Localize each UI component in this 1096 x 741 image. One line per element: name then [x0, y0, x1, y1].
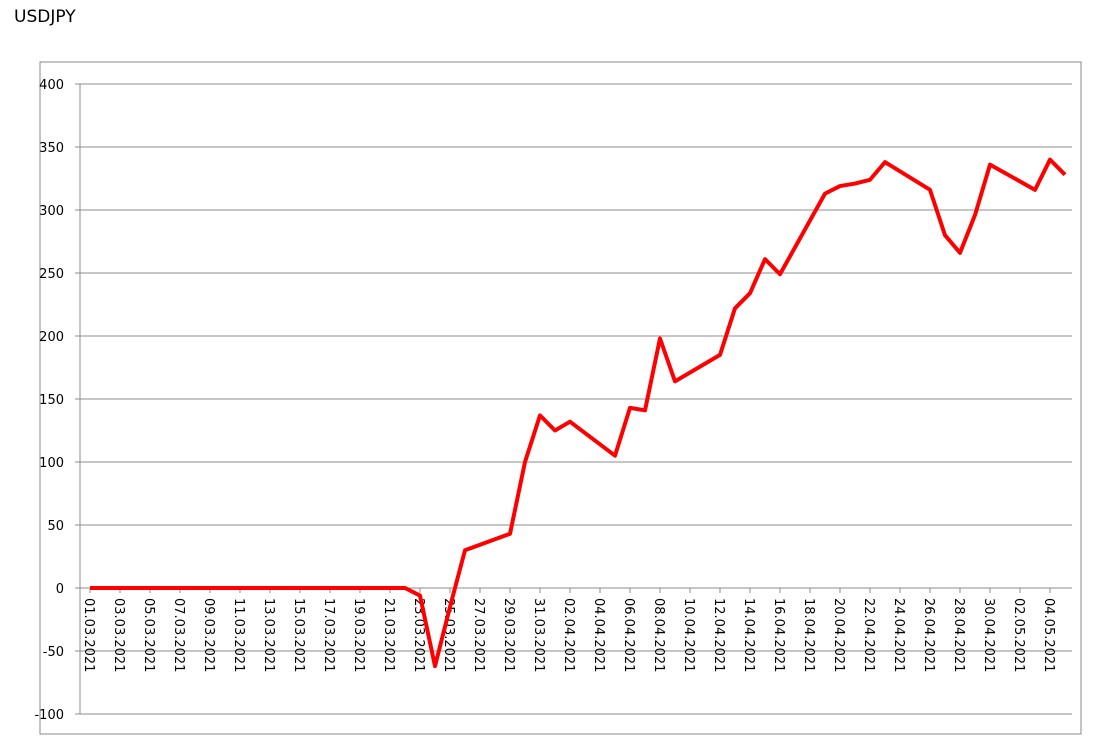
x-tick-label: 28.04.2021 — [951, 598, 966, 672]
x-tick-label: 20.04.2021 — [831, 598, 846, 672]
x-tick-label: 04.04.2021 — [591, 598, 606, 672]
x-tick-label: 30.04.2021 — [981, 598, 996, 672]
line-series — [90, 157, 1067, 669]
chart-title: USDJPY — [14, 7, 76, 27]
x-tick-label: 12.04.2021 — [711, 598, 726, 672]
x-tick-label: 08.04.2021 — [651, 598, 666, 672]
x-tick-label: 27.03.2021 — [471, 598, 486, 672]
x-tick-label: 26.04.2021 — [921, 598, 936, 672]
x-tick-label: 29.03.2021 — [501, 598, 516, 672]
y-tick-label: 300 — [39, 204, 64, 219]
y-tick-label: 350 — [39, 141, 64, 156]
y-tick-label: -50 — [43, 645, 64, 660]
x-tick-label: 21.03.2021 — [381, 598, 396, 672]
x-tick-label: 23.03.2021 — [411, 598, 426, 672]
x-tick-label: 15.03.2021 — [291, 598, 306, 672]
x-tick-label: 18.04.2021 — [801, 598, 816, 672]
x-tick-label: 07.03.2021 — [171, 598, 186, 672]
x-tick-label: 14.04.2021 — [741, 598, 756, 672]
x-tick-label: 16.04.2021 — [771, 598, 786, 672]
y-tick-label: 100 — [39, 456, 64, 471]
y-tick-label: 50 — [47, 519, 64, 534]
y-tick-label: 0 — [56, 582, 64, 597]
x-tick-label: 24.04.2021 — [891, 598, 906, 672]
x-tick-label: 01.03.2021 — [81, 598, 96, 672]
x-tick-label: 06.04.2021 — [621, 598, 636, 672]
x-tick-label: 02.04.2021 — [561, 598, 576, 672]
y-tick-label: 200 — [39, 330, 64, 345]
y-tick-label: -100 — [34, 708, 64, 723]
x-tick-label: 02.05.2021 — [1011, 598, 1026, 672]
y-tick-label: 150 — [39, 393, 64, 408]
y-tick-label: 400 — [39, 78, 64, 93]
x-tick-label: 13.03.2021 — [261, 598, 276, 672]
x-tick-label: 31.03.2021 — [531, 598, 546, 672]
x-tick-label: 17.03.2021 — [321, 598, 336, 672]
x-tick-label: 19.03.2021 — [351, 598, 366, 672]
x-tick-label: 10.04.2021 — [681, 598, 696, 672]
y-tick-label: 250 — [39, 267, 64, 282]
x-tick-label: 05.03.2021 — [141, 598, 156, 672]
x-tick-label: 09.03.2021 — [201, 598, 216, 672]
x-tick-label: 04.05.2021 — [1041, 598, 1056, 672]
x-tick-label: 25.03.2021 — [441, 598, 456, 672]
x-tick-label: 11.03.2021 — [231, 598, 246, 672]
x-tick-label: 22.04.2021 — [861, 598, 876, 672]
x-tick-label: 03.03.2021 — [111, 598, 126, 672]
